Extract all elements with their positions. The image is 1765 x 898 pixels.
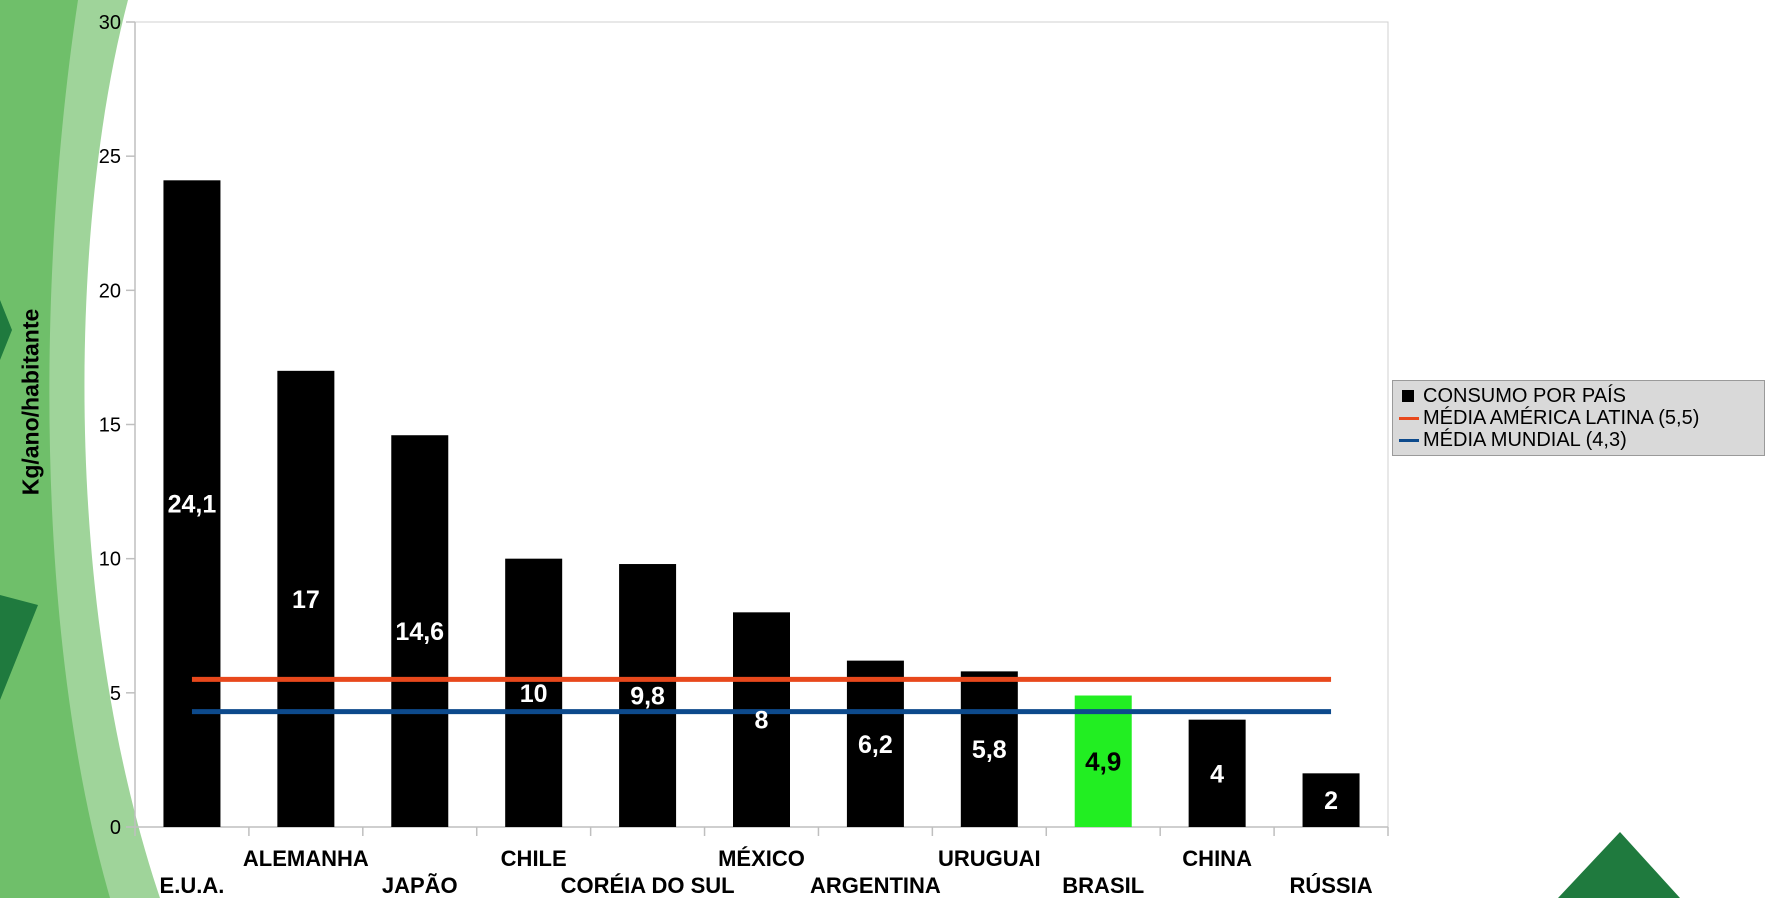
legend-item-media-mundial: MÉDIA MUNDIAL (4,3) [1399,429,1764,451]
bar-value-label: 6,2 [858,731,893,759]
bar-r-ssia [1302,773,1360,827]
bar-china [1188,719,1246,827]
bar-value-label: 9,8 [630,683,665,711]
y-tick-label: 25 [99,146,121,168]
x-category-label: CHINA [1182,846,1252,871]
legend-label-media-america-latina: MÉDIA AMÉRICA LATINA (5,5) [1423,406,1700,429]
x-category-label: RÚSSIA [1289,873,1372,898]
x-category-label: ALEMANHA [243,846,369,871]
x-category-label: ARGENTINA [810,873,941,898]
decor-green-leaf-dark [0,300,12,360]
bar-value-label: 17 [292,586,320,614]
legend-item-media-america-latina: MÉDIA AMÉRICA LATINA (5,5) [1399,407,1764,429]
bar-value-label: 4,9 [1085,746,1121,776]
y-tick-label: 30 [99,12,121,34]
bar-value-label: 24,1 [168,491,217,519]
bar-value-label: 5,8 [972,736,1007,764]
bar-e-u-a- [163,180,221,828]
x-category-label: E.U.A. [160,873,225,898]
decor-green-swoosh-mid [0,0,110,898]
bar-m-xico [733,612,790,827]
chart-legend: CONSUMO POR PAÍS MÉDIA AMÉRICA LATINA (5… [1392,380,1765,456]
logo-triangle-corner [1558,832,1680,898]
bar-value-label: 2 [1324,787,1338,815]
bar-jap-o [391,435,449,827]
y-tick-label: 10 [99,549,121,571]
x-category-label: BRASIL [1062,873,1144,898]
x-category-label: MÉXICO [718,846,805,871]
bar-brasil [1074,695,1132,827]
y-tick-label: 20 [99,280,121,302]
chart-average-lines [191,676,1332,715]
legend-label-consumo: CONSUMO POR PAÍS [1423,384,1626,407]
decor-green-wedge-dark [0,595,38,700]
x-category-label: CORÉIA DO SUL [561,873,735,898]
bar-cor-ia-do-sul [619,564,677,827]
chart-bars [163,180,1360,828]
legend-item-consumo: CONSUMO POR PAÍS [1399,385,1764,407]
y-tick-label: 5 [110,683,121,705]
legend-swatch-media-mundial [1399,438,1419,442]
x-category-label: URUGUAI [938,846,1041,871]
legend-swatch-media-america-latina [1399,416,1419,420]
legend-label-media-mundial: MÉDIA MUNDIAL (4,3) [1423,428,1627,451]
bar-value-label: 14,6 [395,618,444,646]
bar-argentina [846,660,904,827]
y-axis-label: Kg/ano/habitante [17,308,44,496]
x-category-label: CHILE [501,846,567,871]
y-tick-label: 0 [110,817,121,839]
bar-uruguai [960,671,1018,827]
bar-value-label: 10 [520,680,548,708]
x-category-label: JAPÃO [382,873,458,898]
legend-swatch-consumo [1402,390,1414,402]
y-tick-label: 15 [99,415,121,437]
bar-alemanha [277,370,335,827]
bar-value-label: 4 [1210,760,1224,788]
chart-text: 0 5 10 15 20 25 30 24,1 E.U.A. 17 ALEMANHA 14,6 JAPÃ… [99,12,1373,898]
bar-chile [505,558,563,827]
bar-value-label: 8 [755,707,769,735]
